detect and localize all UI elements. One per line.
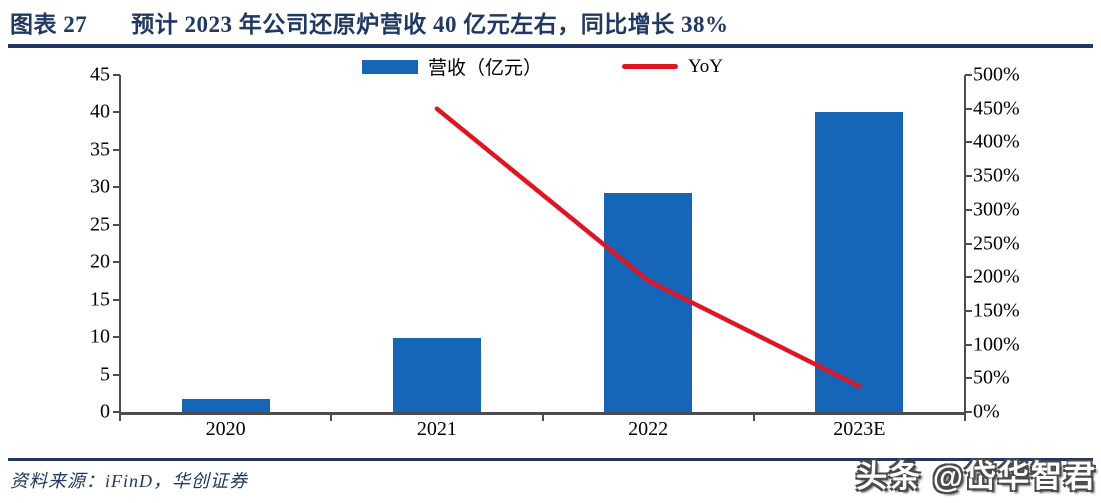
x-axis-tick	[119, 413, 121, 421]
right-axis-tick-label: 50%	[973, 366, 1010, 389]
figure-title-text: 预计 2023 年公司还原炉营收 40 亿元左右，同比增长 38%	[131, 12, 729, 37]
right-axis-tick	[965, 208, 972, 211]
right-axis-tick	[965, 175, 972, 178]
right-axis-tick	[965, 309, 972, 312]
left-axis-tick	[113, 298, 120, 301]
legend-label-revenue: 营收（亿元）	[427, 58, 542, 79]
footer-divider	[8, 458, 1093, 461]
right-axis-labels: 0% 50% 100% 150% 200% 250% 300% 350% 400% 450% 500…	[973, 64, 1093, 423]
revenue-bar	[604, 193, 693, 412]
left-axis-tick-label: 10	[90, 325, 110, 348]
left-axis-tick	[113, 411, 120, 413]
x-axis-tick	[964, 413, 966, 421]
left-axis-tick	[113, 186, 120, 189]
right-axis-tick-label: 500%	[973, 63, 1020, 86]
revenue-bar	[392, 337, 481, 412]
left-axis-tick	[113, 111, 120, 114]
left-axis-tick-label: 0	[100, 400, 110, 423]
x-axis-tick	[752, 413, 755, 421]
yoy-line-layer	[434, 106, 862, 389]
x-axis-labels: 2020 2021 2022 2023E	[120, 418, 965, 444]
figure-title: 图表 27 预计 2023 年公司还原炉营收 40 亿元左右，同比增长 38%	[10, 5, 729, 39]
left-axis-tick	[113, 223, 120, 226]
left-axis-tick-label: 45	[90, 63, 110, 86]
right-axis-tick	[965, 107, 972, 110]
title-divider	[8, 44, 1093, 48]
chart-legend: 营收（亿元） YoY	[120, 53, 965, 80]
left-axis-labels: 0 5 10 15 20 25 30 35 40 45	[0, 64, 110, 423]
x-axis-tick	[330, 413, 333, 421]
watermark: 头条 @岱华智君	[856, 459, 1097, 494]
revenue-bar	[181, 398, 270, 412]
right-axis-tick	[965, 242, 972, 245]
plot-area	[113, 74, 972, 421]
right-axis-tick-label: 100%	[973, 333, 1020, 356]
left-axis-tick-label: 30	[90, 175, 110, 198]
left-axis-tick	[113, 336, 120, 339]
right-axis-tick-label: 400%	[973, 130, 1020, 153]
right-axis-tick-label: 0%	[973, 400, 1000, 423]
left-axis-line	[119, 75, 121, 414]
revenue-bar	[815, 111, 904, 412]
right-axis-tick	[965, 377, 972, 380]
x-axis-category-label: 2021	[416, 418, 457, 440]
left-axis-tick-label: 5	[100, 363, 110, 386]
yoy-line	[434, 106, 862, 389]
left-axis-tick-label: 25	[90, 213, 110, 236]
left-axis-tick-label: 40	[90, 100, 110, 123]
right-axis-tick	[965, 141, 972, 144]
right-axis-tick	[965, 74, 972, 76]
legend-line-swatch	[621, 64, 678, 69]
x-axis-category-label: 2020	[205, 418, 246, 440]
left-axis-tick-label: 15	[90, 288, 110, 311]
x-axis-tick	[541, 413, 544, 421]
source-note: 资料来源：iFinD，华创证券	[10, 471, 248, 491]
left-axis-tick-label: 35	[90, 138, 110, 161]
right-axis-tick-label: 350%	[973, 164, 1020, 187]
x-axis-category-label: 2022	[628, 418, 669, 440]
left-axis-tick	[113, 148, 120, 151]
legend-item-revenue: 营收（亿元）	[361, 53, 542, 80]
right-axis-tick-label: 300%	[973, 198, 1020, 221]
right-axis-tick-label: 450%	[973, 97, 1020, 120]
legend-bar-swatch	[361, 59, 418, 74]
right-axis-tick-label: 250%	[973, 232, 1020, 254]
legend-label-yoy: YoY	[687, 55, 724, 77]
left-axis-tick-label: 20	[90, 250, 110, 273]
right-axis-tick	[965, 343, 972, 346]
left-axis-tick	[113, 373, 120, 376]
figure-number: 图表 27	[10, 12, 88, 37]
right-axis-tick-label: 150%	[973, 299, 1020, 322]
left-axis-tick	[113, 74, 120, 76]
left-axis-tick	[113, 261, 120, 264]
right-axis-tick	[965, 411, 972, 413]
right-axis-line	[964, 75, 966, 414]
right-axis-tick-label: 200%	[973, 265, 1020, 288]
right-axis-tick	[965, 276, 972, 279]
legend-item-yoy: YoY	[621, 55, 724, 78]
x-axis-category-label: 2023E	[833, 418, 886, 440]
